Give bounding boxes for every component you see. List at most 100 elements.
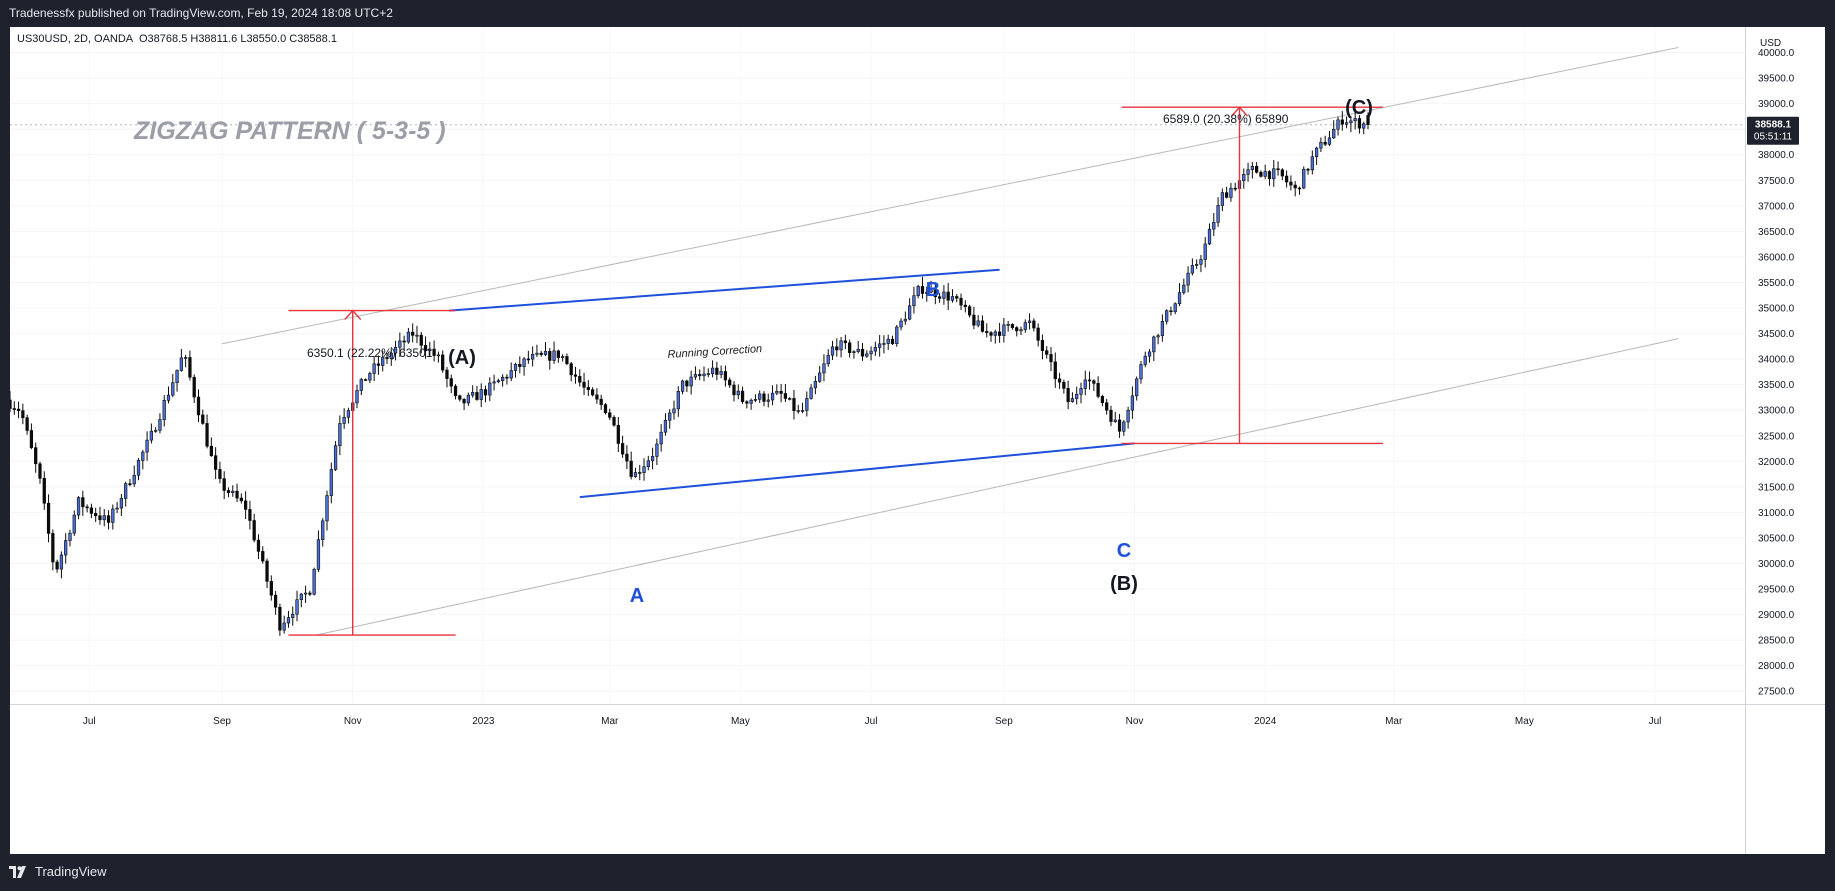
currency-label[interactable]: USD	[1760, 38, 1781, 49]
measure-tool-b[interactable]	[1121, 106, 1384, 445]
candle-down	[453, 385, 458, 397]
running-correction-upper-line[interactable]	[449, 268, 1000, 312]
price-tick-label: 31000.0	[1758, 508, 1795, 519]
candle-down	[81, 497, 85, 508]
candle-down	[432, 348, 436, 356]
candle-up	[501, 376, 505, 381]
candle-down	[946, 291, 950, 301]
price-tick-label: 28500.0	[1758, 636, 1795, 647]
candle-down	[55, 561, 59, 570]
candle-down	[1340, 119, 1344, 125]
tradingview-brand-text: TradingView	[35, 864, 107, 879]
candle-down	[582, 381, 586, 388]
candle-up	[286, 617, 291, 624]
candle-down	[94, 513, 98, 517]
candle-up	[976, 320, 980, 326]
candle-up	[372, 363, 376, 374]
candle-down	[265, 560, 269, 582]
price-chart[interactable]: Running Correction 6350.1 (22.22%) 63501…	[10, 27, 1825, 854]
last-price-badge-bg	[1747, 116, 1799, 145]
candle-up	[646, 460, 650, 467]
candle-up	[1319, 142, 1323, 149]
candle-down	[308, 592, 312, 595]
candle-up	[1156, 335, 1160, 338]
candle-up	[663, 419, 668, 433]
time-tick-label: Sep	[213, 716, 231, 727]
candle-up	[706, 373, 710, 376]
chart-frame[interactable]: Running Correction 6350.1 (22.22%) 63501…	[10, 27, 1825, 854]
candle-up	[950, 296, 955, 301]
channel-upper-line[interactable]	[221, 46, 1679, 345]
measure-b-label: 6589.0 (20.38%) 65890	[1163, 112, 1289, 126]
candle-down	[1280, 169, 1284, 177]
candle-down	[235, 490, 239, 499]
candle-down	[1117, 419, 1122, 432]
running-correction-lines[interactable]	[449, 268, 1135, 499]
candle-up	[822, 363, 826, 374]
measure-tool-a[interactable]	[288, 309, 456, 636]
running-correction-label: Running Correction	[667, 343, 762, 361]
candle-down	[1259, 171, 1263, 177]
candle-up	[796, 410, 800, 412]
candle-up	[393, 346, 398, 354]
candle-up	[145, 439, 149, 453]
candle-down	[21, 410, 25, 418]
candle-down	[556, 350, 560, 359]
candle-up	[111, 508, 115, 523]
time-axis-ticks: Jul Sep Nov 2023 Mar May Jul Sep Nov 2024 Mar May Ju…	[83, 716, 1662, 727]
candle-down	[890, 338, 895, 345]
candle-down	[462, 398, 466, 404]
candle-down	[1066, 388, 1070, 402]
candle-up	[1002, 324, 1006, 336]
candle-up	[1130, 395, 1135, 411]
candle-down	[1169, 310, 1173, 313]
candle-down	[745, 401, 749, 404]
candle-down	[363, 379, 368, 381]
candle-up	[758, 393, 762, 400]
trend-channel[interactable]	[221, 46, 1679, 636]
candle-up	[775, 391, 779, 394]
candle-up	[359, 379, 363, 391]
candle-up	[719, 371, 723, 375]
tradingview-brand[interactable]: TradingView	[9, 864, 107, 879]
candle-down	[1357, 118, 1362, 129]
candle-up	[929, 288, 933, 293]
candle-up	[1006, 324, 1010, 326]
candle-up	[466, 394, 471, 404]
candle-down	[38, 463, 42, 479]
candle-down	[239, 497, 243, 502]
countdown-value: 05:51:11	[1754, 132, 1793, 143]
channel-lower-line[interactable]	[316, 338, 1679, 636]
candle-down	[376, 363, 381, 366]
candle-down	[920, 286, 925, 294]
candle-down	[1233, 187, 1237, 190]
candle-down	[526, 358, 530, 361]
candle-up	[488, 382, 492, 396]
time-tick-label: Nov	[1126, 716, 1144, 727]
candle-up	[753, 399, 758, 401]
running-correction-lower-line[interactable]	[579, 442, 1135, 499]
candle-down	[1032, 320, 1036, 329]
candle-down	[1293, 184, 1297, 189]
candle-down	[548, 351, 552, 361]
candle-down	[569, 363, 573, 376]
candle-down	[269, 581, 273, 596]
candle-up	[1083, 379, 1087, 389]
candle-down	[1049, 354, 1053, 363]
candle-down	[732, 384, 736, 396]
candle-up	[659, 431, 663, 445]
candle-down	[273, 594, 278, 608]
candle-up	[770, 392, 775, 401]
candle-down	[222, 478, 226, 491]
tradingview-logo-icon	[9, 865, 26, 878]
candle-up	[149, 430, 153, 441]
candle-up	[1126, 409, 1130, 423]
price-tick-label: 28000.0	[1758, 661, 1795, 672]
price-tick-label: 39500.0	[1758, 74, 1795, 85]
candle-down	[599, 398, 603, 405]
last-price-badge: 38588.1 05:51:11	[1747, 116, 1799, 145]
candle-up	[1023, 322, 1027, 330]
candle-up	[1272, 168, 1276, 180]
legend-symbol[interactable]: US30USD, 2D, OANDA	[17, 33, 134, 45]
candle-up	[873, 347, 877, 352]
